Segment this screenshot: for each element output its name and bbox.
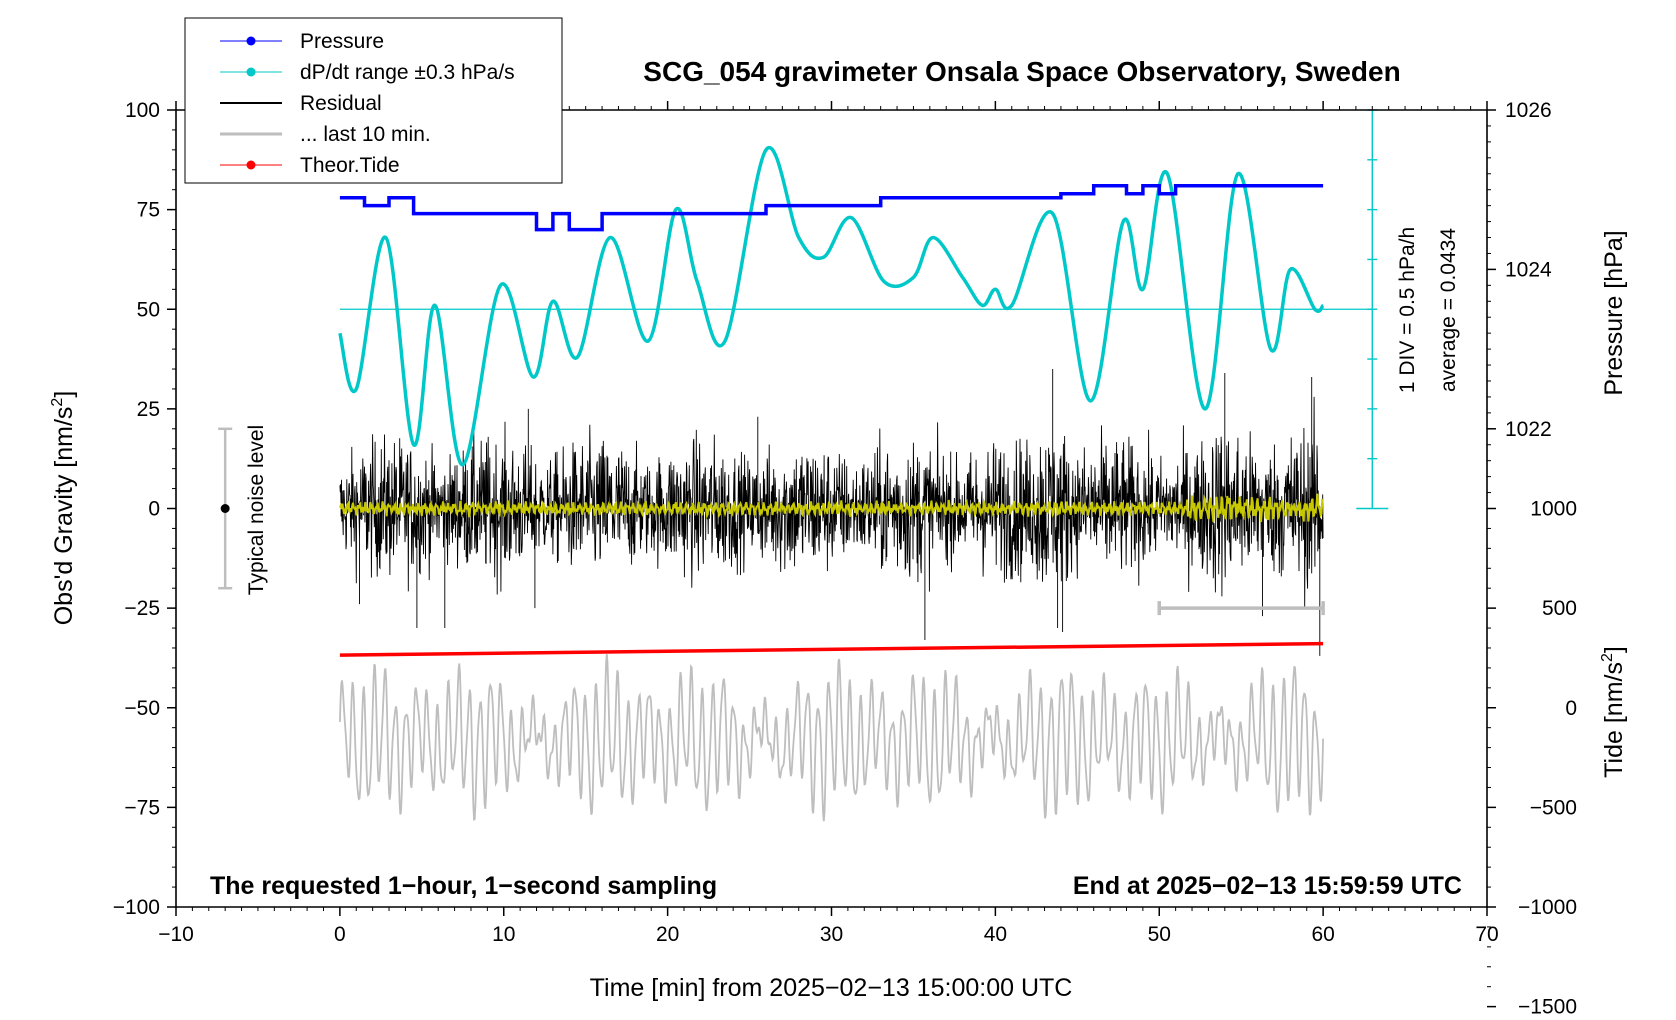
dpdt-scale-label: 1 DIV = 0.5 hPa/h [1396, 227, 1419, 393]
x-tick-label: 20 [656, 923, 679, 946]
tide-tick-label: −1000 [1518, 896, 1577, 919]
tide-tick-label: −500 [1530, 796, 1577, 819]
pressure-tick-label: 1024 [1505, 258, 1552, 281]
x-tick-label: 50 [1148, 923, 1171, 946]
x-tick-label: 40 [984, 923, 1007, 946]
y-axis-label-tide-sup: 2 [1599, 653, 1616, 662]
y-tick-label: −75 [124, 796, 160, 819]
chart-title: SCG_054 gravimeter Onsala Space Observat… [643, 56, 1400, 87]
data-layer [218, 109, 1389, 822]
legend-label: Pressure [300, 30, 384, 53]
annotation-end-time: End at 2025−02−13 15:59:59 UTC [1073, 872, 1462, 900]
legend-label: Theor.Tide [300, 154, 400, 177]
legend-marker [246, 36, 256, 46]
legend-box [184, 17, 563, 184]
x-tick-label: 60 [1311, 923, 1334, 946]
tide-tick-label: 0 [1565, 697, 1577, 720]
ticks-layer: −10 0 10 20 30 40 50 60 70−100−75−50−25025507510… [113, 99, 1577, 1019]
y-tick-label: 25 [137, 398, 160, 421]
series-pressure [339, 183, 1324, 232]
tide-tick-label: −1500 [1518, 996, 1577, 1019]
noise-level-dot [220, 504, 230, 513]
annotation-sampling: The requested 1−hour, 1−second sampling [210, 872, 717, 900]
y-axis-label-pressure: Pressure [hPa] [1600, 230, 1628, 395]
x-tick-label: 70 [1475, 923, 1498, 946]
y-tick-label: −25 [124, 597, 160, 620]
tide-tick-label: 500 [1542, 597, 1577, 620]
y-tick-label: 0 [148, 498, 160, 521]
x-tick-label: 30 [820, 923, 843, 946]
series-dpdt [338, 145, 1325, 467]
legend-label: Residual [300, 92, 382, 115]
y-tick-label: −100 [113, 896, 160, 919]
x-tick-label: 0 [334, 923, 346, 946]
legend-label: dP/dt range ±0.3 hPa/s [300, 61, 515, 84]
legend: Pressure dP/dt range ±0.3 hPa/s Residual..… [184, 17, 563, 184]
series-theor-tide [339, 641, 1324, 657]
y-tick-label: −50 [124, 697, 160, 720]
y-axis-label-tide: Tide [nm/s2] [1599, 646, 1628, 778]
y-tick-label: 50 [137, 298, 160, 321]
pressure-tick-label: 1022 [1505, 418, 1552, 441]
legend-marker [246, 67, 256, 77]
series-last-10-min [339, 654, 1324, 822]
x-axis-label: Time [min] from 2025−02−13 15:00:00 UTC [590, 974, 1073, 1002]
noise-level-label: Typical noise level [245, 425, 268, 595]
pressure-tick-label: 1026 [1505, 99, 1552, 122]
x-tick-label: −10 [158, 923, 194, 946]
dpdt-average-label: average = 0.0434 [1437, 228, 1460, 392]
y-tick-label: 100 [125, 99, 160, 122]
y-tick-label: 75 [137, 199, 160, 222]
series-filtered-residual [338, 493, 1325, 523]
y-axis-label-left-sup: 2 [49, 398, 66, 407]
legend-marker [246, 160, 256, 170]
y-axis-label-left: Obs'd Gravity [nm/s2] [49, 391, 78, 626]
legend-label: ... last 10 min. [300, 123, 431, 146]
x-tick-label: 10 [492, 923, 515, 946]
tide-tick-label: 1000 [1530, 498, 1577, 521]
